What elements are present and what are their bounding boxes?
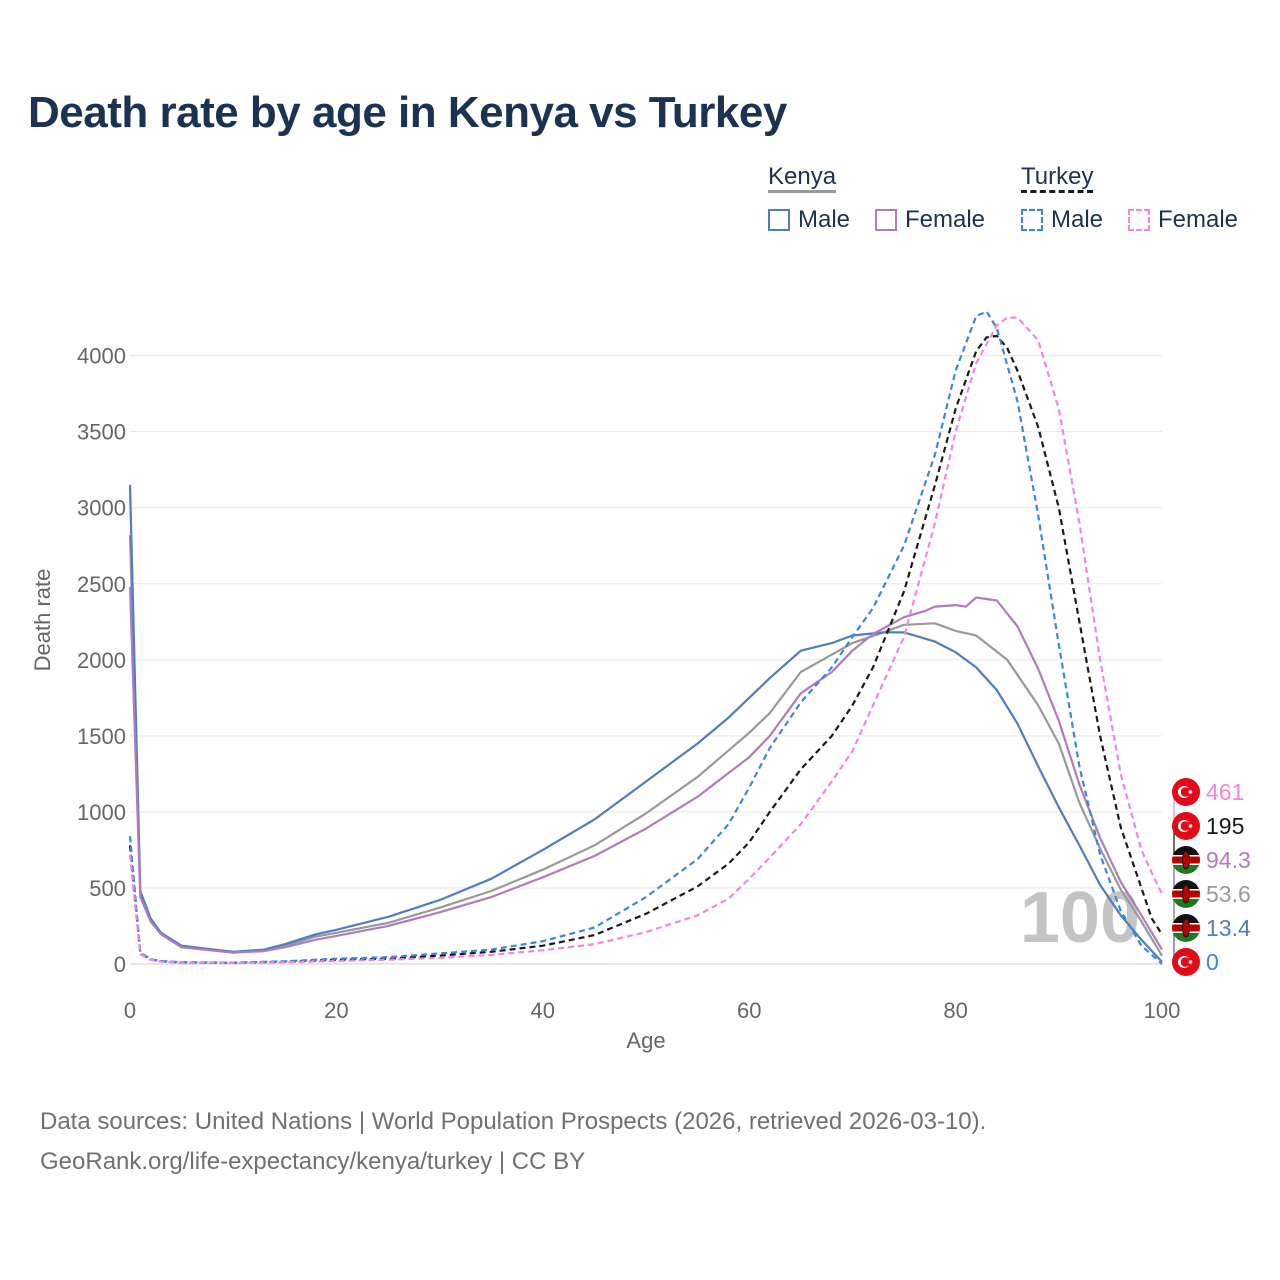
y-tick-label: 2500 [77, 572, 126, 597]
chart-title: Death rate by age in Kenya vs Turkey [28, 88, 787, 137]
legend-kenya-heading: Kenya [768, 163, 837, 193]
y-tick-label: 3000 [77, 496, 126, 521]
x-tick-label: 20 [324, 998, 348, 1023]
legend-kenya-female-label: Female [905, 206, 986, 233]
grid-lines [130, 355, 1162, 965]
legend-kenya-male-label: Male [798, 206, 851, 233]
end-value-label: 53.6 [1206, 881, 1251, 907]
footer-link[interactable]: GeoRank.org/life-expectancy/kenya/turkey… [40, 1148, 586, 1175]
legend-swatch-turkey-male [1021, 209, 1043, 231]
end-value-label: 195 [1206, 813, 1244, 839]
legend-item-turkey-male[interactable]: Male [1021, 206, 1103, 234]
y-tick-label: 2000 [77, 648, 126, 673]
x-tick-label: 40 [531, 998, 555, 1023]
turkey-flag-icon [1172, 778, 1200, 806]
legend-turkey-male-label: Male [1051, 206, 1104, 233]
end-value-label: 94.3 [1206, 847, 1251, 873]
y-tick-label: 1000 [77, 800, 126, 825]
legend-item-kenya-female[interactable]: Female [875, 206, 985, 234]
x-axis-ticks: 0 20 40 60 80 100 [124, 998, 1180, 1023]
y-tick-label: 500 [89, 876, 126, 901]
y-tick-label: 4000 [77, 344, 126, 369]
legend-turkey-female-label: Female [1158, 206, 1239, 233]
series-line-turkey-total[interactable] [128, 334, 1163, 964]
x-tick-label: 100 [1144, 998, 1181, 1023]
legend-turkey-heading: Turkey [1021, 163, 1094, 193]
end-value-label: 0 [1206, 949, 1219, 975]
series-line-kenya-female[interactable] [128, 586, 1163, 954]
turkey-flag-icon [1172, 948, 1200, 976]
y-axis-ticks: 0 500 1000 1500 2000 2500 3000 3500 4000 [77, 344, 126, 977]
legend-turkey-label: Turkey [1021, 163, 1094, 190]
kenya-flag-icon [1172, 914, 1200, 942]
legend-item-kenya-male[interactable]: Male [768, 206, 850, 234]
x-tick-label: 60 [737, 998, 761, 1023]
y-axis-title: Death rate [30, 569, 55, 672]
highlight-age-watermark: 100 [1020, 878, 1140, 958]
series-line-turkey-male[interactable] [128, 310, 1163, 965]
legend-swatch-turkey-female [1128, 209, 1150, 231]
kenya-flag-icon [1172, 880, 1200, 908]
footer-sources: Data sources: United Nations | World Pop… [40, 1108, 987, 1135]
series-line-kenya-total[interactable] [128, 535, 1163, 957]
end-value-label: 13.4 [1206, 915, 1251, 941]
series-lines [128, 310, 1163, 965]
x-tick-label: 0 [124, 998, 136, 1023]
y-tick-label: 0 [114, 952, 126, 977]
end-labels: 461 195 94.3 53.6 13.4 0 [1172, 778, 1251, 976]
legend-item-turkey-female[interactable]: Female [1128, 206, 1238, 234]
y-tick-label: 1500 [77, 724, 126, 749]
end-value-label: 461 [1206, 779, 1244, 805]
x-tick-label: 80 [943, 998, 967, 1023]
legend-swatch-kenya-male [768, 209, 790, 231]
legend-kenya-label: Kenya [768, 163, 837, 190]
series-line-turkey-female[interactable] [128, 316, 1163, 964]
legend-swatch-kenya-female [875, 209, 897, 231]
turkey-flag-icon [1172, 812, 1200, 840]
kenya-flag-icon [1172, 846, 1200, 874]
y-tick-label: 3500 [77, 420, 126, 445]
series-line-kenya-male[interactable] [128, 484, 1163, 963]
x-axis-title: Age [626, 1028, 665, 1053]
